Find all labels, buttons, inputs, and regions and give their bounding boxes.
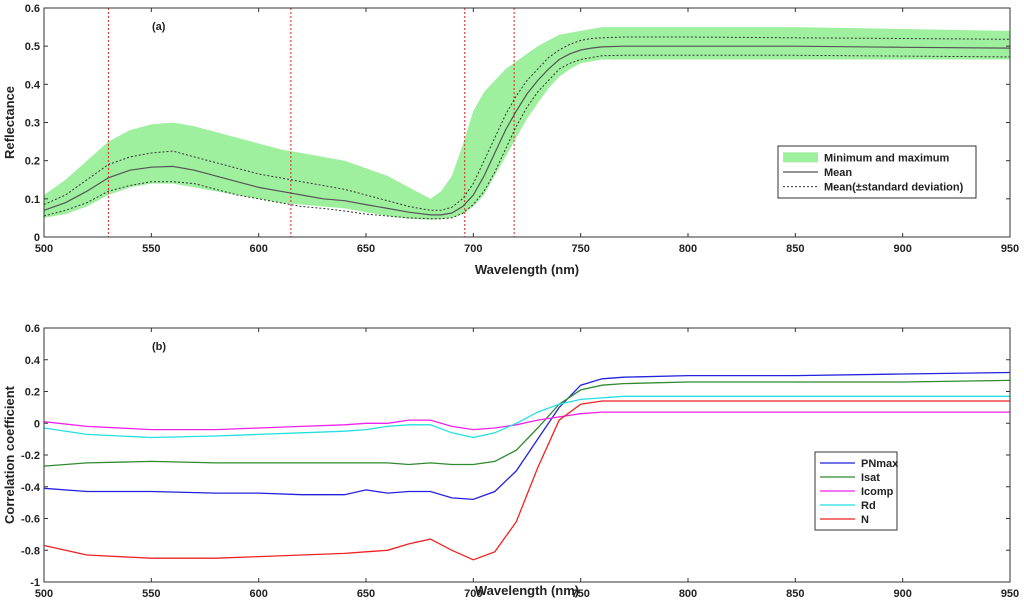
panel-label: (b) (152, 341, 166, 353)
legend-entry-label: Rd (861, 500, 876, 512)
x-tick-label-750: 750 (571, 588, 589, 600)
y-tick-label-0.6: 0.6 (25, 3, 40, 15)
y-tick-label--0.6: -0.6 (21, 514, 40, 526)
legend-swatch-min-max (783, 152, 818, 163)
y-tick-label-0: 0 (34, 232, 40, 244)
x-tick-label-750: 750 (571, 243, 589, 255)
x-tick-label-800: 800 (679, 243, 697, 255)
legend-entry-label: N (861, 514, 869, 526)
series-line-mean (43, 45, 1011, 216)
x-tick-label-650: 650 (357, 588, 375, 600)
legend: Minimum and maximum Mean Mean(±standard de… (777, 145, 977, 199)
series-line-rd (43, 395, 1010, 439)
legend-entry-label: Minimum and maximum (824, 152, 950, 164)
y-tick-label--1: -1 (30, 577, 40, 589)
x-tick-label-850: 850 (786, 243, 804, 255)
legend-entry-label: PNmax (861, 458, 899, 470)
x-tick-label-600: 600 (249, 588, 267, 600)
x-tick-label-900: 900 (893, 588, 911, 600)
x-tick-label-500: 500 (35, 588, 53, 600)
x-tick-label-700: 700 (464, 243, 482, 255)
x-tick-label-550: 550 (142, 588, 160, 600)
panel-label: (a) (152, 21, 166, 33)
series-line-mean-plus-sd (43, 36, 1011, 211)
series-line-n (43, 400, 1010, 561)
series-line-mean-minus-sd (43, 54, 1011, 220)
x-tick-label-650: 650 (357, 243, 375, 255)
y-tick-label-0.2: 0.2 (25, 387, 40, 399)
y-axis-label: Correlation coefficient (2, 385, 17, 524)
series-line-icomp (43, 411, 1010, 431)
legend-entry-label: Isat (861, 472, 880, 484)
series-line-isat (43, 379, 1011, 467)
y-tick-label-0.3: 0.3 (25, 118, 40, 130)
y-tick-label--0.2: -0.2 (21, 450, 40, 462)
y-tick-label-0.6: 0.6 (25, 323, 40, 335)
legend-entry-label: Icomp (861, 486, 894, 498)
legend: PNmax Isat Icomp Rd N (814, 451, 899, 531)
y-tick-label-0.4: 0.4 (25, 79, 41, 91)
y-tick-label--0.8: -0.8 (21, 545, 40, 557)
legend-entry-label: Mean (824, 167, 852, 179)
x-tick-label-500: 500 (35, 243, 53, 255)
y-tick-label-0.4: 0.4 (25, 355, 41, 367)
y-tick-label-0: 0 (34, 418, 40, 430)
panel-b-correlation-chart: 500 550 600 650 700 750 800 850 900 950 -1 -0.8 -0.6… (2, 323, 1019, 600)
x-tick-label-600: 600 (249, 243, 267, 255)
y-axis-label: Reflectance (2, 86, 17, 159)
x-axis-label: Wavelength (nm) (475, 583, 579, 598)
x-tick-label-850: 850 (786, 588, 804, 600)
legend-entry-label: Mean(±standard deviation) (824, 182, 964, 194)
x-axis-label: Wavelength (nm) (475, 262, 579, 277)
x-tick-label-550: 550 (142, 243, 160, 255)
series-line-pnmax (43, 371, 1011, 501)
x-tick-label-800: 800 (679, 588, 697, 600)
y-tick-label-0.2: 0.2 (25, 156, 40, 168)
x-tick-label-900: 900 (893, 243, 911, 255)
y-tick-label-0.1: 0.1 (25, 194, 40, 206)
x-tick-label-950: 950 (1001, 243, 1019, 255)
y-tick-label-0.5: 0.5 (25, 41, 40, 53)
x-tick-label-950: 950 (1001, 588, 1019, 600)
panel-a-reflectance-chart: 500 550 600 650 700 750 800 850 900 950 0 0.1 0.2 0.3… (2, 3, 1019, 277)
x-tick-label-700: 700 (464, 588, 482, 600)
series-band-min-max (44, 27, 1010, 220)
y-tick-label--0.4: -0.4 (21, 482, 41, 494)
